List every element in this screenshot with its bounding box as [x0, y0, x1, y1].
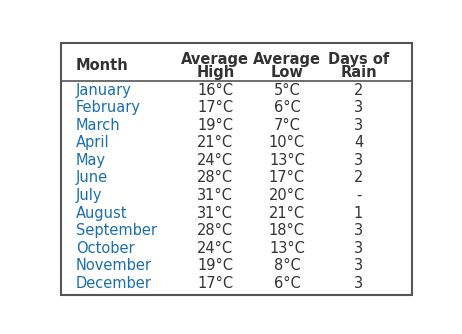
- Text: 1: 1: [354, 205, 363, 220]
- Text: 17°C: 17°C: [197, 100, 233, 115]
- Text: 3: 3: [354, 276, 363, 291]
- Text: October: October: [76, 241, 134, 256]
- Text: Average: Average: [181, 52, 249, 67]
- Text: 6°C: 6°C: [274, 100, 300, 115]
- Text: 7°C: 7°C: [274, 118, 300, 133]
- Text: March: March: [76, 118, 120, 133]
- Text: Low: Low: [270, 65, 304, 80]
- Text: 17°C: 17°C: [269, 170, 305, 185]
- Text: 18°C: 18°C: [269, 223, 305, 238]
- Text: 3: 3: [354, 100, 363, 115]
- Text: 13°C: 13°C: [269, 241, 305, 256]
- Text: May: May: [76, 153, 106, 168]
- Text: July: July: [76, 188, 102, 203]
- Text: 3: 3: [354, 118, 363, 133]
- Text: 28°C: 28°C: [197, 170, 233, 185]
- Text: 4: 4: [354, 135, 363, 150]
- Text: June: June: [76, 170, 108, 185]
- Text: 21°C: 21°C: [197, 135, 233, 150]
- Text: Days of: Days of: [328, 52, 389, 67]
- Text: September: September: [76, 223, 157, 238]
- Text: Month: Month: [76, 58, 128, 73]
- Text: 31°C: 31°C: [197, 188, 233, 203]
- Text: 31°C: 31°C: [197, 205, 233, 220]
- Text: 3: 3: [354, 241, 363, 256]
- Text: -: -: [356, 188, 361, 203]
- Text: 3: 3: [354, 258, 363, 273]
- Text: 8°C: 8°C: [274, 258, 300, 273]
- Text: 19°C: 19°C: [197, 258, 233, 273]
- Text: January: January: [76, 82, 132, 98]
- Text: 13°C: 13°C: [269, 153, 305, 168]
- Text: August: August: [76, 205, 127, 220]
- Text: February: February: [76, 100, 140, 115]
- Text: 10°C: 10°C: [269, 135, 305, 150]
- Text: Rain: Rain: [340, 65, 377, 80]
- Text: Average: Average: [253, 52, 321, 67]
- Text: 28°C: 28°C: [197, 223, 233, 238]
- Text: 16°C: 16°C: [197, 82, 233, 98]
- Text: 2: 2: [354, 170, 363, 185]
- Text: 21°C: 21°C: [269, 205, 305, 220]
- Text: 20°C: 20°C: [269, 188, 305, 203]
- Text: April: April: [76, 135, 109, 150]
- Text: 3: 3: [354, 153, 363, 168]
- Text: 2: 2: [354, 82, 363, 98]
- Text: 3: 3: [354, 223, 363, 238]
- Text: 24°C: 24°C: [197, 153, 233, 168]
- Text: 5°C: 5°C: [274, 82, 300, 98]
- Text: December: December: [76, 276, 152, 291]
- Text: 24°C: 24°C: [197, 241, 233, 256]
- Text: 19°C: 19°C: [197, 118, 233, 133]
- Text: November: November: [76, 258, 152, 273]
- Text: 6°C: 6°C: [274, 276, 300, 291]
- Text: High: High: [196, 65, 234, 80]
- Text: 17°C: 17°C: [197, 276, 233, 291]
